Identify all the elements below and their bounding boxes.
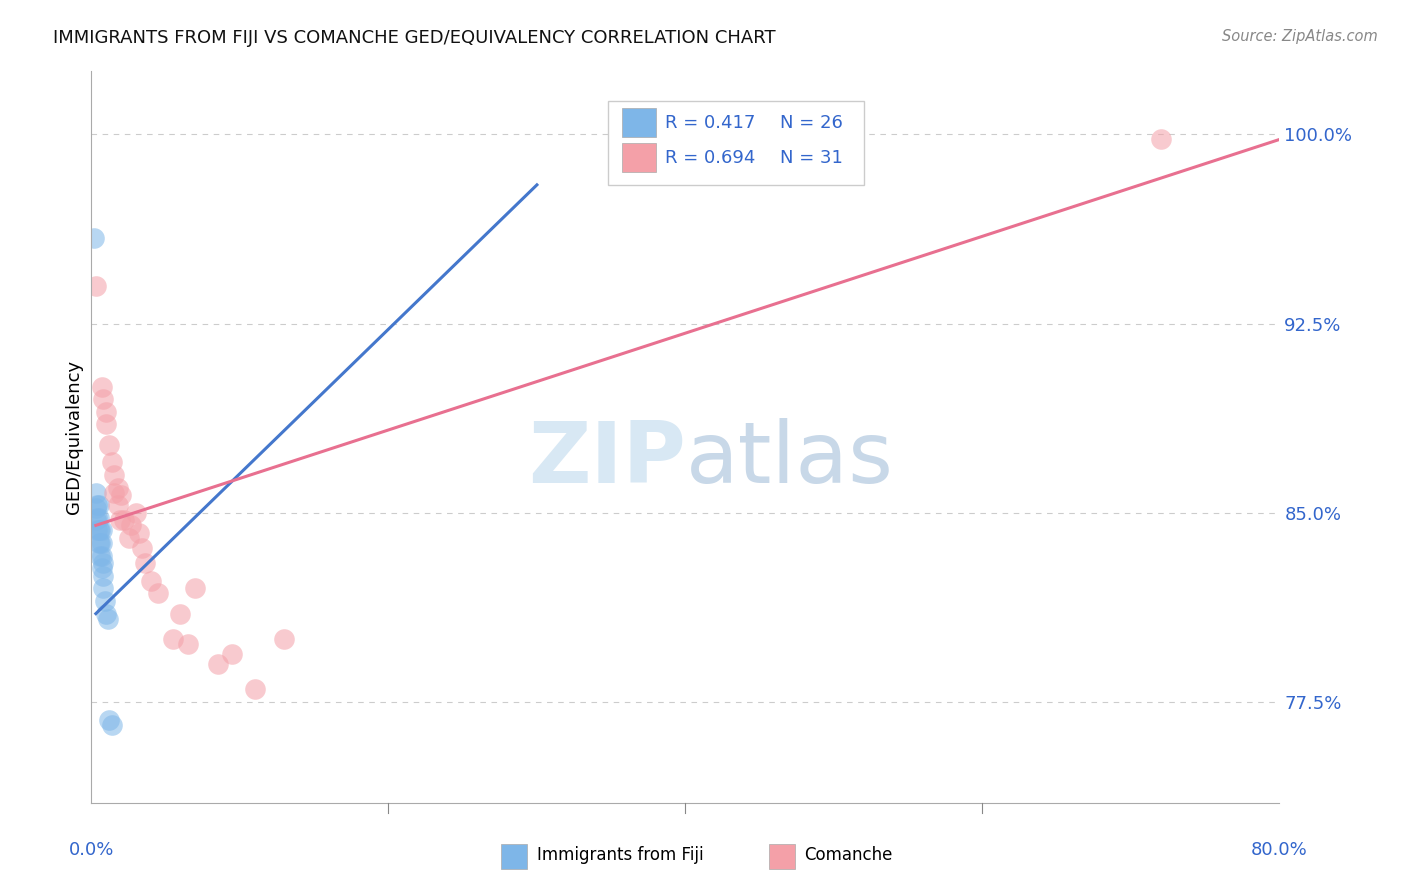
Point	[128, 525, 150, 540]
Point	[134, 556, 156, 570]
FancyBboxPatch shape	[623, 108, 655, 137]
Point	[89, 549, 111, 563]
Point	[84, 278, 107, 293]
Point	[87, 498, 110, 512]
Point	[89, 524, 111, 538]
Point	[139, 574, 162, 588]
Point	[89, 536, 111, 550]
Point	[96, 607, 118, 621]
Point	[103, 485, 125, 500]
Point	[98, 713, 121, 727]
Text: ZIP: ZIP	[527, 417, 685, 500]
FancyBboxPatch shape	[623, 143, 655, 172]
Point	[84, 485, 107, 500]
Point	[169, 607, 191, 621]
Point	[101, 455, 124, 469]
Point	[87, 510, 110, 524]
Point	[107, 498, 129, 512]
Point	[125, 506, 148, 520]
Point	[91, 392, 114, 407]
Point	[97, 612, 120, 626]
Point	[90, 561, 112, 575]
Point	[107, 481, 129, 495]
Text: R = 0.694: R = 0.694	[665, 149, 755, 167]
FancyBboxPatch shape	[609, 101, 863, 185]
Point	[103, 467, 125, 482]
Point	[177, 637, 200, 651]
Point	[91, 556, 114, 570]
Point	[131, 541, 153, 555]
Point	[91, 582, 114, 596]
Point	[117, 531, 139, 545]
Text: IMMIGRANTS FROM FIJI VS COMANCHE GED/EQUIVALENCY CORRELATION CHART: IMMIGRANTS FROM FIJI VS COMANCHE GED/EQU…	[53, 29, 776, 46]
Point	[101, 717, 124, 731]
Point	[90, 379, 112, 393]
Point	[87, 536, 110, 550]
Point	[110, 488, 132, 502]
Point	[108, 513, 131, 527]
Text: atlas: atlas	[685, 417, 893, 500]
Point	[84, 513, 107, 527]
Point	[96, 405, 118, 419]
Point	[86, 510, 108, 524]
Text: Source: ZipAtlas.com: Source: ZipAtlas.com	[1222, 29, 1378, 44]
Point	[90, 549, 112, 563]
Point	[90, 524, 112, 538]
Text: N = 31: N = 31	[780, 149, 844, 167]
Point	[96, 417, 118, 432]
FancyBboxPatch shape	[502, 845, 527, 869]
Point	[83, 231, 105, 245]
Point	[1149, 132, 1171, 146]
Point	[121, 518, 143, 533]
Text: Immigrants from Fiji: Immigrants from Fiji	[537, 847, 703, 864]
Point	[273, 632, 295, 646]
Text: R = 0.417: R = 0.417	[665, 113, 755, 131]
Point	[112, 513, 135, 527]
Text: Comanche: Comanche	[804, 847, 893, 864]
Point	[243, 682, 266, 697]
Point	[98, 437, 121, 451]
Point	[94, 594, 117, 608]
Point	[86, 498, 108, 512]
FancyBboxPatch shape	[769, 845, 794, 869]
Point	[148, 586, 170, 600]
Point	[86, 524, 108, 538]
Y-axis label: GED/Equivalency: GED/Equivalency	[65, 360, 83, 514]
Point	[91, 569, 114, 583]
Point	[90, 536, 112, 550]
Point	[84, 500, 107, 515]
Point	[184, 582, 207, 596]
Text: N = 26: N = 26	[780, 113, 844, 131]
Text: 0.0%: 0.0%	[69, 840, 114, 859]
Point	[221, 647, 243, 661]
Point	[162, 632, 184, 646]
Point	[87, 524, 110, 538]
Text: 80.0%: 80.0%	[1251, 840, 1308, 859]
Point	[207, 657, 229, 671]
